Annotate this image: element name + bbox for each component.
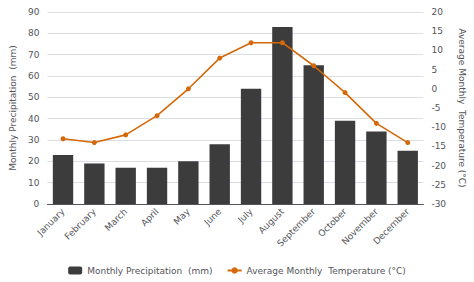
svg-text:30: 30 <box>28 135 40 145</box>
svg-text:-5: -5 <box>431 103 440 113</box>
svg-text:April: April <box>139 206 161 228</box>
svg-text:October: October <box>316 206 349 239</box>
svg-text:40: 40 <box>28 114 40 124</box>
svg-text:5: 5 <box>431 65 437 75</box>
svg-text:Average Monthly Temperature (: Average Monthly Temperature (°C) <box>457 28 467 187</box>
svg-text:June: June <box>202 206 224 228</box>
svg-text:60: 60 <box>28 71 40 81</box>
svg-text:-25: -25 <box>431 180 446 190</box>
svg-text:-30: -30 <box>431 199 446 209</box>
svg-text:September: September <box>275 206 317 248</box>
svg-text:May: May <box>172 206 193 227</box>
svg-text:November: November <box>339 206 380 247</box>
svg-text:0: 0 <box>431 84 437 94</box>
svg-text:20: 20 <box>431 7 443 17</box>
svg-text:Monthly Precipitation (mm): Monthly Precipitation (mm) <box>8 45 18 170</box>
svg-text:January: January <box>35 206 67 238</box>
svg-text:March: March <box>103 206 129 232</box>
svg-text:December: December <box>371 206 411 246</box>
svg-text:August: August <box>257 206 287 236</box>
svg-text:90: 90 <box>28 7 40 17</box>
svg-text:70: 70 <box>28 50 40 60</box>
svg-text:-10: -10 <box>431 122 446 132</box>
svg-text:Average Monthly Temperature (: Average Monthly Temperature (°C) <box>247 266 406 276</box>
svg-text:80: 80 <box>28 28 40 38</box>
svg-text:-15: -15 <box>431 141 446 151</box>
svg-text:Monthly Precipitation (mm): Monthly Precipitation (mm) <box>87 266 212 276</box>
svg-text:-20: -20 <box>431 161 446 171</box>
svg-text:10: 10 <box>431 45 443 55</box>
svg-text:15: 15 <box>431 26 442 36</box>
svg-text:July: July <box>235 206 255 226</box>
svg-text:50: 50 <box>28 92 40 102</box>
svg-text:February: February <box>63 206 99 242</box>
svg-text:20: 20 <box>28 156 40 166</box>
svg-text:0: 0 <box>34 199 40 209</box>
svg-text:10: 10 <box>28 178 40 188</box>
